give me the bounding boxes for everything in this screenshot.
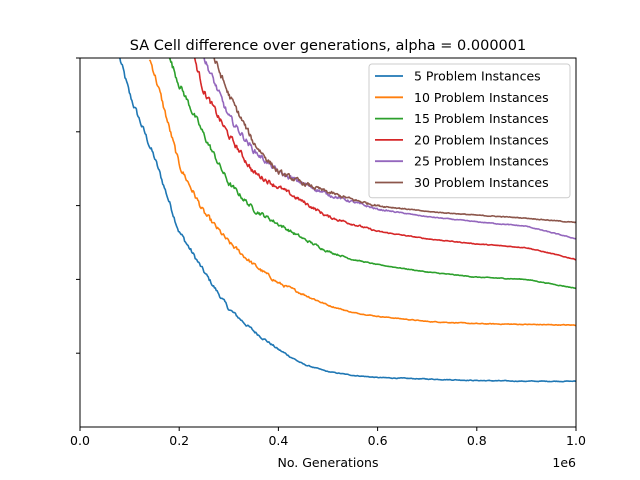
legend: 5 Problem Instances 10 Problem Instances 1… (368, 63, 571, 199)
x-tick-label: 0.4 (268, 433, 288, 448)
series-line (168, 58, 576, 290)
plot-frame (79, 57, 577, 428)
x-tick-label: 0.2 (169, 433, 189, 448)
x-axis-offset-label: 1e6 (552, 455, 576, 470)
series-layer (119, 58, 576, 383)
legend-label: 30 Problem Instances (414, 175, 549, 190)
legend-label: 10 Problem Instances (414, 90, 549, 105)
series-line (148, 59, 576, 327)
legend-label: 5 Problem Instances (414, 69, 541, 84)
chart-title: SA Cell difference over generations, alp… (130, 38, 526, 54)
series-line (213, 58, 576, 224)
legend-box (368, 63, 571, 199)
axis-ticks: 0.0 0.2 0.4 0.6 0.8 1.0 (70, 57, 586, 448)
x-tick-label: 0.6 (368, 433, 388, 448)
series-line (119, 58, 576, 383)
legend-label: 20 Problem Instances (414, 132, 549, 147)
x-tick-label: 0.8 (467, 433, 487, 448)
series-line (193, 58, 576, 261)
legend-label: 25 Problem Instances (414, 154, 549, 169)
x-tick-label: 0.0 (70, 433, 90, 448)
x-axis-label: No. Generations (278, 455, 379, 470)
x-tick-label: 1.0 (566, 433, 586, 448)
legend-label: 15 Problem Instances (414, 111, 549, 126)
